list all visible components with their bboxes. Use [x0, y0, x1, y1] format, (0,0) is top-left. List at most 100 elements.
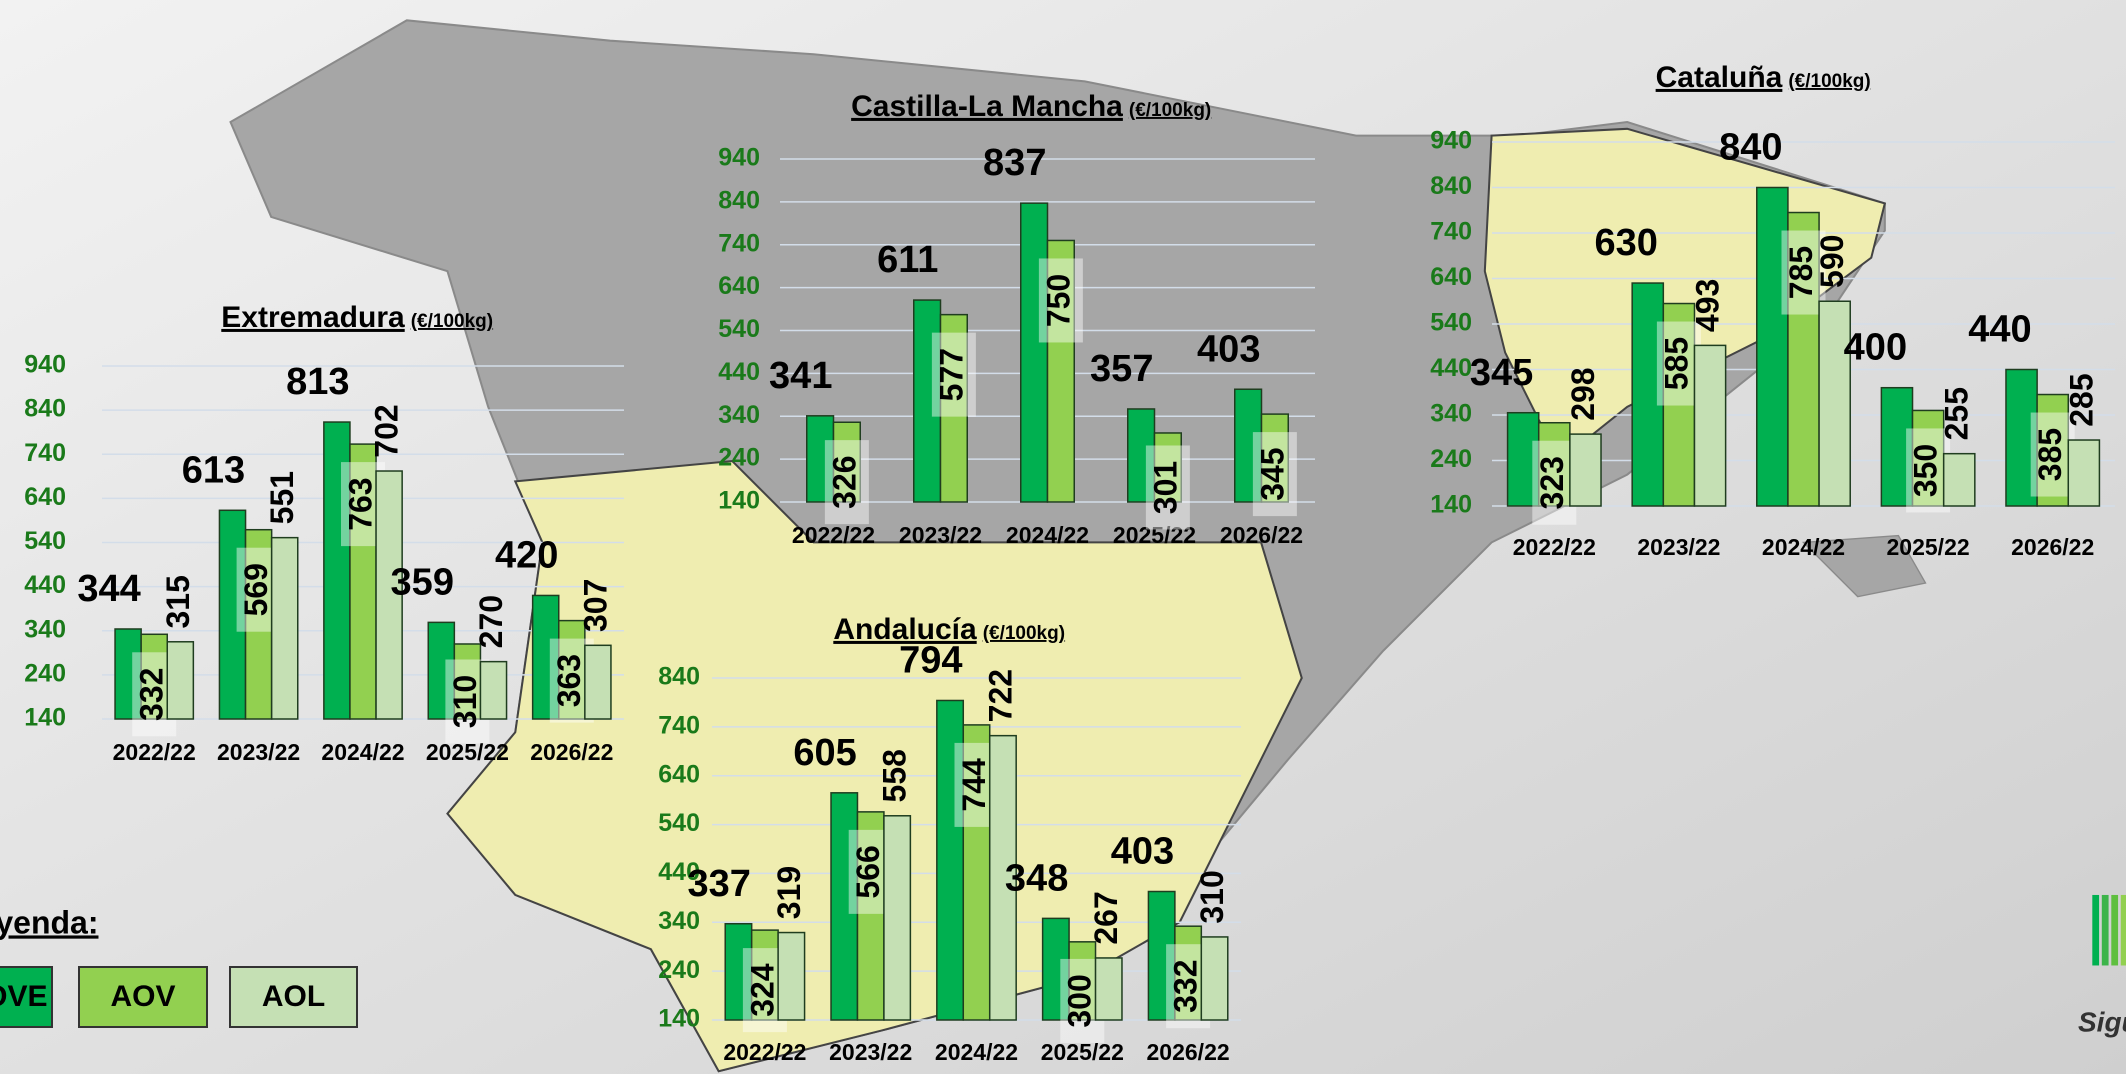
- bar: [323, 421, 351, 720]
- footer-text: Sigu: [2078, 1006, 2126, 1037]
- legend-label: AOL: [262, 980, 325, 1013]
- y-tick-label: 440: [718, 358, 760, 386]
- x-tick-label: 2024/22: [321, 739, 404, 765]
- x-tick-label: 2022/22: [792, 522, 875, 548]
- data-label-box: [1145, 445, 1190, 530]
- bar: [479, 660, 508, 720]
- x-tick-label: 2025/22: [1041, 1039, 1124, 1065]
- data-label: 590: [1814, 235, 1850, 288]
- data-label-box: [1656, 321, 1701, 406]
- bar: [1880, 386, 1914, 507]
- bar: [913, 299, 942, 503]
- bar: [1153, 432, 1182, 503]
- x-tick-label: 2024/22: [1762, 534, 1845, 560]
- x-tick-label: 2022/22: [1513, 534, 1596, 560]
- data-label: 577: [933, 348, 969, 401]
- data-label-box: [824, 440, 869, 525]
- data-label: 440: [1968, 309, 2031, 351]
- data-label: 345: [1254, 447, 1290, 500]
- y-tick-label: 640: [718, 272, 760, 300]
- data-label: 585: [1658, 337, 1694, 390]
- data-label: 285: [2063, 373, 2099, 426]
- data-label: 332: [1168, 959, 1204, 1012]
- y-tick-label: 140: [24, 704, 66, 732]
- x-tick-label: 2023/22: [217, 739, 300, 765]
- bar: [1693, 344, 1727, 507]
- bar: [1046, 239, 1075, 503]
- map-island: [1801, 534, 1927, 598]
- data-label-box: [1781, 230, 1826, 315]
- data-label: 323: [1534, 456, 1570, 509]
- data-label: 315: [160, 575, 196, 628]
- x-tick-label: 2022/22: [113, 739, 196, 765]
- bar: [1569, 433, 1602, 507]
- bar: [1020, 202, 1049, 503]
- y-tick-label: 240: [24, 659, 66, 687]
- chart-title: Cataluña: [1656, 61, 1783, 94]
- legend-label: AOV: [110, 980, 175, 1013]
- x-tick-label: 2024/22: [1006, 522, 1089, 548]
- y-tick-label: 840: [658, 663, 700, 691]
- data-label: 255: [1939, 387, 1975, 440]
- y-tick-label: 140: [718, 487, 760, 515]
- bar: [883, 815, 912, 1021]
- bar: [1174, 925, 1203, 1021]
- data-label: 630: [1594, 222, 1657, 264]
- y-tick-label: 940: [718, 144, 760, 172]
- chart-title: Castilla-La Mancha: [851, 90, 1123, 123]
- data-label: 837: [983, 142, 1046, 184]
- bar: [1787, 211, 1820, 507]
- data-label: 344: [77, 568, 140, 610]
- data-label: 613: [182, 449, 245, 491]
- data-label: 298: [1565, 367, 1601, 420]
- y-tick-label: 240: [1430, 445, 1472, 473]
- chart-unit: (€/100kg): [1788, 71, 1870, 92]
- legend-swatch: [78, 966, 208, 1028]
- bar: [962, 724, 991, 1021]
- legend-swatch: [229, 966, 358, 1028]
- y-tick-label: 640: [658, 760, 700, 788]
- data-label: 605: [793, 732, 856, 774]
- legend-label: AOVE: [0, 980, 48, 1013]
- bar: [1147, 890, 1176, 1021]
- chart-unit: (€/100kg): [1129, 100, 1211, 121]
- bar: [1094, 957, 1123, 1021]
- bar: [531, 594, 560, 720]
- y-tick-label: 440: [1430, 354, 1472, 382]
- x-tick-label: 2023/22: [1637, 534, 1720, 560]
- x-tick-label: 2025/22: [1887, 534, 1970, 560]
- bar: [988, 734, 1017, 1021]
- data-label: 345: [1470, 352, 1533, 394]
- data-label: 750: [1040, 274, 1076, 327]
- bar: [349, 443, 377, 720]
- data-label-box: [1532, 440, 1577, 525]
- bar: [584, 644, 612, 720]
- data-label-box: [1038, 258, 1083, 343]
- y-tick-label: 140: [658, 1005, 700, 1033]
- bar: [1068, 941, 1097, 1021]
- data-label: 363: [551, 654, 587, 707]
- data-label: 350: [1908, 444, 1944, 497]
- y-tick-label: 840: [718, 186, 760, 214]
- x-tick-label: 2026/22: [530, 739, 613, 765]
- data-label: 359: [391, 561, 454, 603]
- bar: [1911, 409, 1945, 507]
- data-label: 267: [1088, 891, 1124, 944]
- y-tick-label: 340: [718, 401, 760, 429]
- data-label-box: [931, 332, 976, 417]
- bar: [270, 536, 299, 720]
- data-label: 840: [1719, 127, 1782, 169]
- bar: [166, 641, 195, 720]
- data-label: 357: [1090, 348, 1153, 390]
- x-tick-label: 2022/22: [723, 1039, 806, 1065]
- data-label-box: [1906, 428, 1951, 513]
- chart-unit: (€/100kg): [411, 311, 493, 332]
- data-label: 332: [134, 668, 170, 721]
- bar: [1756, 186, 1789, 507]
- bar: [244, 528, 273, 720]
- data-label: 551: [264, 471, 300, 524]
- data-label: 403: [1197, 328, 1260, 370]
- data-label: 744: [956, 758, 992, 812]
- bar: [830, 792, 859, 1021]
